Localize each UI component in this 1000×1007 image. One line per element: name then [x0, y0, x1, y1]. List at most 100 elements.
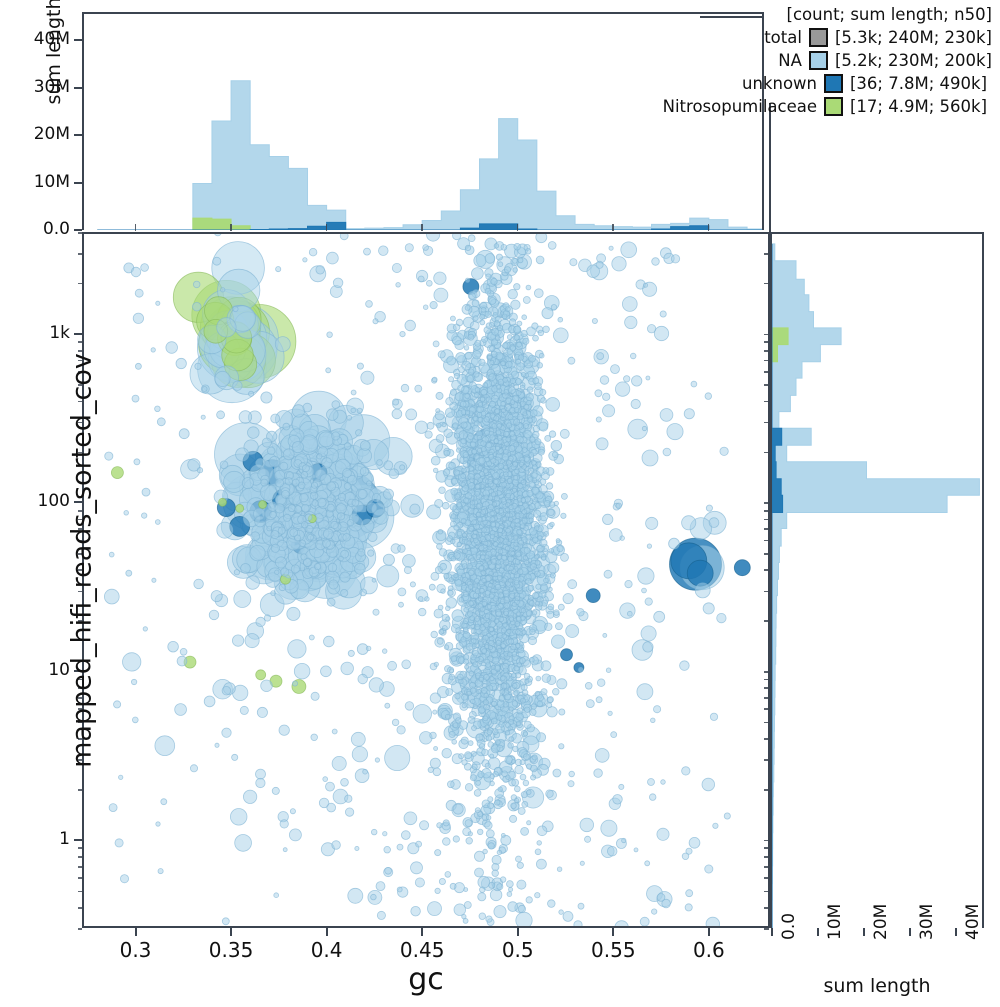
scatter-point[interactable]	[488, 322, 495, 328]
scatter-point[interactable]	[429, 757, 441, 769]
scatter-point[interactable]	[536, 825, 548, 837]
scatter-point[interactable]	[510, 299, 521, 310]
scatter-point[interactable]	[397, 587, 407, 597]
scatter-point[interactable]	[376, 910, 386, 920]
scatter-point[interactable]	[614, 381, 631, 397]
scatter-point[interactable]	[646, 543, 653, 549]
scatter-point[interactable]	[455, 318, 464, 327]
scatter-point[interactable]	[471, 448, 478, 455]
scatter-point[interactable]	[626, 610, 633, 617]
scatter-point[interactable]	[508, 565, 514, 572]
scatter-point[interactable]	[719, 446, 729, 456]
scatter-point[interactable]	[428, 583, 436, 591]
scatter-point[interactable]	[310, 691, 320, 701]
scatter-point[interactable]	[506, 628, 512, 634]
scatter-point[interactable]	[515, 721, 521, 727]
scatter-point[interactable]	[514, 765, 524, 775]
scatter-point[interactable]	[560, 512, 567, 519]
scatter-point[interactable]	[501, 313, 508, 320]
scatter-point[interactable]	[270, 590, 276, 596]
scatter-point[interactable]	[480, 509, 487, 515]
scatter-point[interactable]	[484, 589, 491, 596]
scatter-point[interactable]	[277, 526, 286, 535]
scatter-point[interactable]	[473, 254, 487, 268]
scatter-point[interactable]	[546, 702, 553, 709]
scatter-point[interactable]	[516, 528, 523, 535]
scatter-point[interactable]	[479, 886, 486, 893]
scatter-point[interactable]	[560, 648, 573, 662]
scatter-point[interactable]	[608, 245, 614, 251]
scatter-point[interactable]	[633, 847, 639, 853]
scatter-point[interactable]	[382, 553, 395, 566]
scatter-point[interactable]	[365, 645, 372, 652]
scatter-point[interactable]	[553, 609, 560, 616]
scatter-point[interactable]	[203, 319, 229, 344]
scatter-point[interactable]	[521, 801, 529, 808]
scatter-point[interactable]	[212, 256, 222, 266]
scatter-point[interactable]	[371, 577, 377, 583]
scatter-point[interactable]	[155, 300, 161, 306]
scatter-point[interactable]	[491, 501, 497, 507]
scatter-point[interactable]	[283, 513, 292, 522]
scatter-point[interactable]	[363, 247, 371, 256]
scatter-point[interactable]	[455, 717, 462, 724]
scatter-point[interactable]	[494, 335, 501, 341]
scatter-point[interactable]	[442, 837, 451, 846]
scatter-point[interactable]	[659, 408, 674, 422]
scatter-point[interactable]	[556, 545, 564, 553]
scatter-point[interactable]	[513, 690, 519, 696]
scatter-point[interactable]	[371, 493, 382, 503]
scatter-point[interactable]	[569, 258, 578, 267]
scatter-point[interactable]	[681, 766, 691, 776]
scatter-point[interactable]	[513, 785, 521, 793]
scatter-point[interactable]	[104, 451, 114, 461]
scatter-point[interactable]	[607, 846, 618, 857]
scatter-point[interactable]	[165, 341, 178, 354]
scatter-point[interactable]	[543, 531, 550, 537]
scatter-point[interactable]	[366, 480, 373, 487]
scatter-point[interactable]	[340, 777, 349, 787]
scatter-point[interactable]	[477, 596, 484, 602]
scatter-point[interactable]	[484, 724, 490, 730]
scatter-point[interactable]	[414, 420, 429, 434]
scatter-point[interactable]	[526, 399, 532, 406]
scatter-point[interactable]	[261, 437, 272, 448]
scatter-point[interactable]	[240, 563, 251, 574]
scatter-point[interactable]	[489, 773, 495, 779]
scatter-point[interactable]	[491, 700, 498, 707]
scatter-point[interactable]	[473, 583, 479, 589]
scatter-point[interactable]	[624, 579, 633, 589]
scatter-point[interactable]	[567, 780, 575, 788]
scatter-point[interactable]	[500, 682, 508, 690]
scatter-point[interactable]	[460, 518, 467, 525]
scatter-point[interactable]	[620, 241, 637, 259]
legend-row[interactable]: NA [5.2k; 230M; 200k]	[692, 50, 992, 71]
scatter-point[interactable]	[584, 681, 593, 690]
scatter-point[interactable]	[488, 453, 495, 460]
scatter-point[interactable]	[365, 300, 373, 308]
scatter-point[interactable]	[568, 770, 575, 778]
scatter-point[interactable]	[472, 315, 479, 321]
scatter-point[interactable]	[540, 660, 552, 672]
scatter-point[interactable]	[376, 459, 383, 466]
scatter-point[interactable]	[452, 335, 462, 346]
scatter-point[interactable]	[520, 827, 530, 836]
scatter-point[interactable]	[354, 846, 360, 852]
scatter-point[interactable]	[461, 913, 467, 920]
scatter-point[interactable]	[508, 718, 515, 725]
scatter-point[interactable]	[409, 503, 421, 515]
scatter-point[interactable]	[546, 706, 558, 718]
scatter-point[interactable]	[448, 668, 454, 674]
scatter-point[interactable]	[376, 564, 400, 588]
scatter-point[interactable]	[387, 660, 398, 671]
scatter-point[interactable]	[500, 643, 506, 649]
scatter-point[interactable]	[435, 434, 445, 443]
scatter-point[interactable]	[509, 378, 516, 385]
scatter-point[interactable]	[472, 350, 482, 360]
scatter-point[interactable]	[260, 478, 269, 487]
scatter-point[interactable]	[273, 892, 280, 898]
scatter-point[interactable]	[442, 468, 451, 476]
scatter-point[interactable]	[515, 551, 522, 558]
scatter-point[interactable]	[480, 388, 488, 396]
scatter-point[interactable]	[485, 396, 492, 403]
